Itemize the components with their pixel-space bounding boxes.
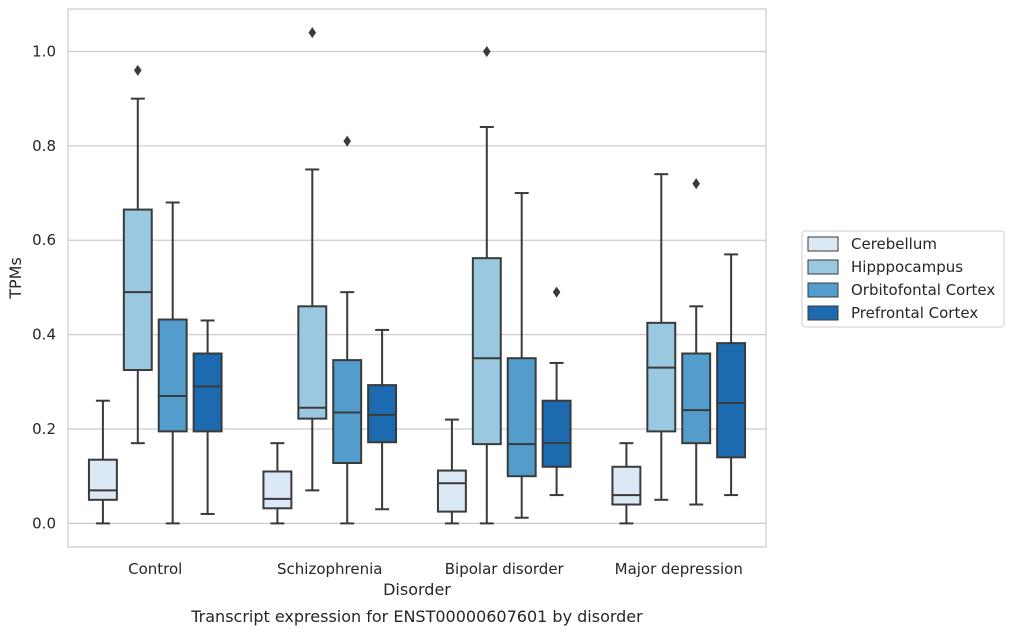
legend-swatch [807, 305, 839, 321]
legend-label: Orbitofontal Cortex [851, 281, 995, 299]
outlier-point [483, 45, 491, 57]
legend: Cerebellum Hipppocampus Orbitofontal Corte… [801, 230, 1005, 328]
box-3-2 [681, 178, 712, 506]
y-tick-label: 0.4 [32, 326, 56, 344]
box-1-0 [262, 442, 293, 525]
box-2-1 [471, 45, 502, 525]
y-tick-label: 0.8 [32, 137, 56, 155]
box-1-2 [332, 135, 363, 525]
box-body [367, 384, 398, 444]
box-body [192, 352, 223, 433]
outlier-point [134, 64, 142, 76]
legend-frame [801, 230, 1005, 328]
box-body [471, 257, 502, 446]
box-0-1 [122, 64, 153, 445]
box-1-1 [297, 27, 328, 492]
figure-caption: Transcript expression for ENST0000060760… [190, 607, 643, 626]
box-body [506, 357, 537, 478]
box-body [681, 352, 712, 445]
box-2-3 [541, 286, 572, 497]
box-body [716, 342, 747, 459]
outlier-point [308, 27, 317, 39]
legend-label: Cerebellum [851, 235, 937, 253]
legend-label: Prefrontal Cortex [851, 304, 978, 322]
box-body [157, 318, 188, 433]
outlier-point [343, 135, 351, 147]
box-body [122, 208, 153, 372]
y-tick-label: 0.0 [32, 514, 56, 532]
legend-swatch [807, 282, 839, 298]
box-3-1 [646, 173, 677, 501]
x-axis-title: Disorder [383, 580, 451, 599]
x-tick-labels: Control Schizophrenia Bipolar disorder Majo… [128, 560, 743, 578]
y-tick-label: 0.2 [32, 420, 56, 438]
y-tick-labels: 0.0 0.2 0.4 0.6 0.8 1.0 [32, 42, 56, 532]
box-3-3 [716, 253, 747, 497]
x-tick-label: Schizophrenia [277, 560, 382, 578]
box-body [436, 469, 467, 513]
x-tick-label: Bipolar disorder [445, 560, 565, 578]
boxes [87, 27, 747, 525]
outlier-point [692, 178, 700, 190]
legend-swatch [807, 259, 839, 275]
box-body [297, 305, 328, 420]
box-0-2 [157, 201, 188, 525]
box-0-3 [192, 319, 223, 515]
y-axis-title: TPMs [6, 257, 25, 300]
box-body [646, 321, 677, 433]
box-body [87, 458, 118, 501]
box-body [611, 465, 642, 506]
outlier-point [552, 286, 561, 298]
x-tick-label: Major depression [615, 560, 743, 578]
box-1-3 [367, 328, 398, 511]
box-2-0 [436, 418, 467, 525]
y-tick-label: 0.6 [32, 231, 56, 249]
plot-area-frame [67, 8, 767, 548]
x-tick-label: Control [128, 560, 182, 578]
box-body [262, 470, 293, 510]
legend-label: Hipppocampus [851, 258, 963, 276]
box-2-2 [506, 192, 537, 519]
box-0-0 [87, 399, 118, 525]
y-tick-label: 1.0 [32, 42, 56, 60]
box-body [541, 399, 572, 468]
box-3-0 [611, 442, 642, 525]
legend-swatch [807, 236, 839, 252]
